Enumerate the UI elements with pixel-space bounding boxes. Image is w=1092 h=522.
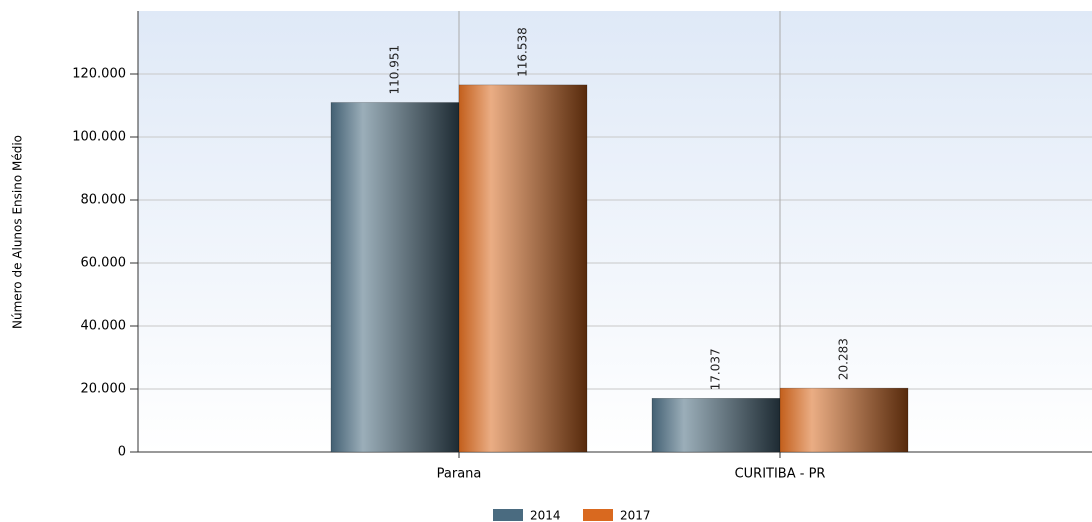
value-label: 110.951 bbox=[388, 45, 402, 95]
legend-label: 2014 bbox=[530, 509, 561, 522]
value-label: 17.037 bbox=[709, 348, 723, 390]
legend-label: 2017 bbox=[620, 509, 651, 522]
legend-swatch bbox=[583, 509, 613, 521]
y-tick-label: 20.000 bbox=[81, 382, 127, 397]
y-tick-label: 40.000 bbox=[81, 319, 127, 334]
plot-area bbox=[138, 11, 1092, 452]
bar bbox=[330, 102, 460, 453]
legend-swatch bbox=[493, 509, 523, 521]
bar bbox=[458, 84, 588, 453]
value-label: 20.283 bbox=[837, 338, 851, 380]
y-tick-label: 80.000 bbox=[81, 193, 127, 208]
y-tick-label: 100.000 bbox=[72, 130, 126, 145]
y-tick-label: 0 bbox=[118, 445, 126, 460]
x-tick-label: Parana bbox=[437, 467, 482, 482]
y-tick-label: 120.000 bbox=[72, 67, 126, 82]
y-axis-title: Número de Alunos Ensino Médio bbox=[11, 135, 25, 329]
value-label: 116.538 bbox=[516, 27, 530, 77]
y-tick-label: 60.000 bbox=[81, 256, 127, 271]
bar bbox=[651, 398, 781, 453]
x-tick-label: CURITIBA - PR bbox=[735, 467, 826, 482]
bar bbox=[779, 387, 909, 453]
